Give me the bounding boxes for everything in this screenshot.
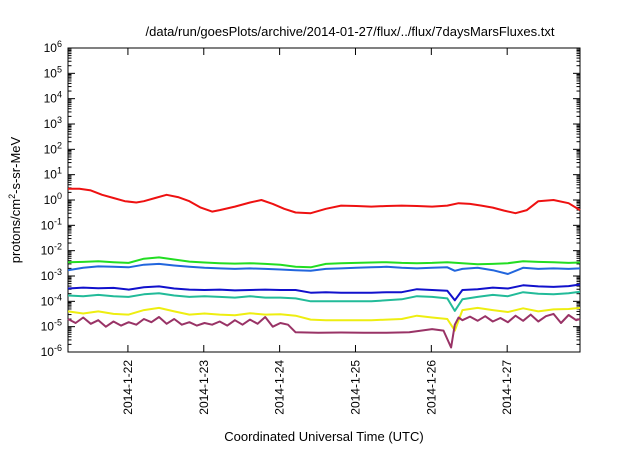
y-tick-label: 100	[44, 191, 62, 207]
y-tick-label: 10-6	[41, 343, 62, 359]
series-line	[68, 187, 581, 215]
y-tick-label: 102	[44, 140, 62, 156]
y-tick-label: 103	[44, 115, 62, 131]
series-line	[67, 312, 581, 349]
y-tick-label: 10-5	[41, 318, 62, 334]
x-axis: 2014-1-22 2014-1-23 2014-1-24 2014-1-25 2014…	[121, 48, 514, 415]
y-axis: 10-6 10-5 10-4 10-3 10-2 10-1 100 101 102 103 104 1…	[41, 39, 580, 359]
series-line	[67, 306, 581, 332]
series-line	[67, 283, 581, 302]
chart-title: /data/run/goesPlots/archive/2014-01-27/f…	[146, 24, 555, 39]
series-line	[67, 262, 581, 275]
x-tick-label: 2014-1-22	[121, 360, 135, 415]
series-layer	[67, 187, 581, 349]
y-axis-label: protons/cm2-s-sr-MeV	[7, 136, 23, 263]
y-tick-label: 10-1	[41, 216, 62, 232]
y-tick-label: 10-3	[41, 267, 62, 283]
y-tick-label: 101	[44, 166, 62, 182]
y-tick-label: 105	[44, 64, 62, 80]
y-tick-label: 104	[44, 90, 62, 106]
x-tick-label: 2014-1-27	[500, 360, 514, 415]
y-tick-label: 106	[44, 39, 62, 55]
x-tick-label: 2014-1-24	[273, 360, 287, 415]
y-tick-label: 10-4	[41, 292, 62, 308]
y-tick-label: 10-2	[41, 242, 62, 258]
series-line	[67, 290, 581, 312]
x-tick-label: 2014-1-23	[197, 360, 211, 415]
series-line	[67, 256, 581, 269]
x-tick-label: 2014-1-26	[424, 360, 438, 415]
x-axis-label: Coordinated Universal Time (UTC)	[224, 429, 423, 444]
x-tick-label: 2014-1-25	[348, 360, 362, 415]
